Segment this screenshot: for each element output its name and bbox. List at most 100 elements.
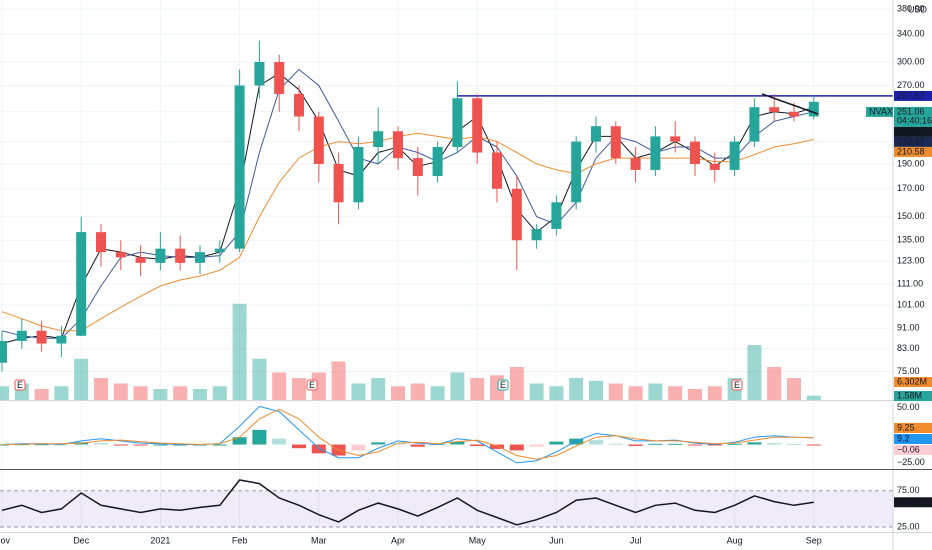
- volume-bar: [113, 383, 128, 400]
- macd-histogram-bar: [133, 444, 148, 446]
- candle-body: [135, 257, 146, 263]
- price-badge-label: 251.06: [897, 106, 925, 116]
- macd-histogram-bar: [113, 444, 128, 446]
- macd-histogram-bar: [628, 444, 643, 446]
- candle-body: [373, 131, 384, 147]
- grid: [0, 0, 893, 532]
- y-tick-label: 170.00: [897, 183, 925, 193]
- y-tick-label: 75.00: [897, 366, 920, 376]
- macd-histogram-bar: [153, 444, 168, 446]
- volume-bar: [608, 383, 623, 400]
- macd-histogram-bar: [509, 444, 524, 451]
- candle-body: [729, 141, 740, 170]
- volume-bar: [668, 386, 683, 400]
- volume-badge-label: 6.302M: [897, 376, 927, 386]
- moving-average: [1, 72, 814, 344]
- volume-bar: [133, 386, 148, 400]
- candle-body: [313, 116, 324, 164]
- volume-bar: [153, 389, 168, 400]
- macd-badge: [894, 434, 932, 444]
- macd-histogram-bar: [193, 444, 207, 446]
- macd-histogram-bar: [707, 444, 722, 446]
- volume-bar: [688, 389, 702, 400]
- price-badge-label: 239.89: [897, 126, 925, 136]
- volume-bar: [351, 383, 366, 400]
- x-tick-label: Aug: [727, 535, 743, 545]
- x-tick-label: Jul: [630, 535, 642, 545]
- volume-bar: [450, 372, 465, 400]
- y-tick-label: 135.00: [897, 235, 925, 245]
- x-tick-label: Feb: [232, 535, 248, 545]
- earnings-marker: [497, 379, 509, 391]
- macd-histogram-bar: [272, 438, 287, 445]
- candle-body: [769, 107, 780, 112]
- macd-histogram-bar: [787, 443, 801, 445]
- y-tick-label: 101.00: [897, 299, 925, 309]
- volume-bar: [173, 386, 188, 400]
- macd-badge-label: 9.2: [897, 433, 910, 443]
- candle-body: [808, 101, 819, 117]
- y-tick-label: 270.00: [897, 80, 925, 90]
- price-badge: [894, 146, 932, 157]
- candle-body: [531, 228, 542, 241]
- y-tick-label: 91.00: [897, 323, 920, 333]
- y-tick-label: 83.00: [897, 343, 920, 353]
- x-tick-label: Jun: [549, 535, 564, 545]
- trend-line: [761, 93, 819, 115]
- candle-body: [650, 136, 661, 170]
- macd-histogram-bar: [212, 444, 227, 446]
- volume-bar: [549, 386, 564, 400]
- candle-body: [16, 330, 27, 341]
- volume-bar: [391, 386, 405, 400]
- earnings-label: E: [734, 380, 740, 390]
- price-badge: [894, 126, 932, 137]
- candle-body: [0, 340, 7, 363]
- volume-bar: [74, 358, 89, 400]
- candle-body: [511, 188, 522, 241]
- price-badge-label: 232.47: [897, 136, 925, 146]
- candle-body: [294, 93, 304, 117]
- y-tick-label: 123.00: [897, 255, 925, 265]
- volume-bar: [34, 389, 49, 400]
- candle-body: [670, 136, 681, 142]
- volume-bar: [529, 383, 544, 400]
- macd-histogram-bar: [94, 443, 108, 445]
- moving-average: [1, 132, 814, 332]
- volume-bar: [371, 378, 386, 400]
- volume-bar: [806, 395, 821, 400]
- rsi-line: [1, 479, 814, 526]
- level-badge-label: 257.67: [897, 90, 925, 100]
- macd-tick-label: 50.00: [897, 402, 920, 412]
- volume-bar: [707, 386, 722, 400]
- candle-body: [591, 126, 601, 142]
- price-badge: [894, 136, 932, 147]
- volume-bar: [430, 386, 445, 400]
- x-tick-label: Nov: [0, 535, 10, 545]
- x-tick-label: Mar: [311, 535, 327, 545]
- macd-histogram-bar: [252, 429, 267, 445]
- macd-histogram-bar: [351, 444, 366, 451]
- volume-bar: [0, 386, 9, 400]
- y-tick-label: 340.00: [897, 28, 925, 38]
- y-tick-label: 111.00: [897, 278, 923, 288]
- candle-body: [115, 252, 126, 258]
- candle-body: [96, 232, 106, 253]
- earnings-marker: [306, 379, 318, 391]
- candle-body: [412, 158, 423, 177]
- macd-histogram-bar: [410, 444, 425, 447]
- candle-body: [709, 163, 720, 170]
- earnings-marker: [14, 379, 26, 391]
- candle-body: [353, 146, 364, 203]
- x-tick-label: Sep: [806, 535, 822, 545]
- candle-body: [254, 61, 265, 86]
- candle-body: [393, 131, 403, 159]
- volume-bar: [272, 372, 287, 400]
- macd-histogram-bar: [806, 444, 821, 446]
- symbol-label: NVAX: [869, 106, 893, 116]
- level-badge: [894, 90, 932, 101]
- macd-histogram-bar: [688, 444, 702, 446]
- candle-body: [551, 202, 562, 229]
- candle-body: [630, 158, 641, 170]
